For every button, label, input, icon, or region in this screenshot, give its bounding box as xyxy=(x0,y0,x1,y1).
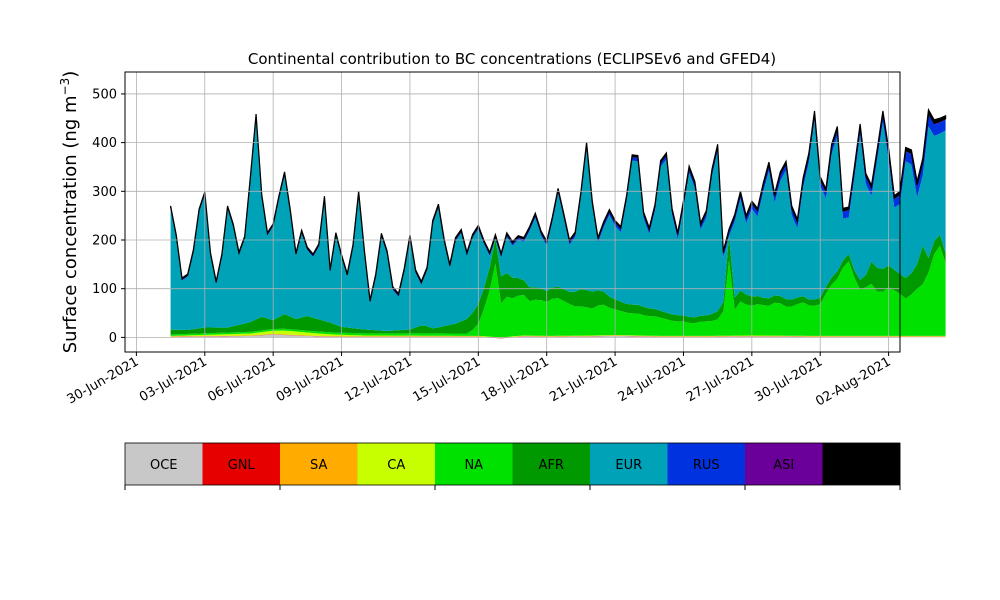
x-tick-label: 06-Jul-2021 xyxy=(205,354,278,405)
legend-swatch-sa xyxy=(280,443,358,485)
legend-label-sa: SA xyxy=(310,458,327,473)
area-series-aus xyxy=(169,107,947,302)
x-tick-label: 02-Aug-2021 xyxy=(813,354,893,409)
grid-lines xyxy=(125,72,900,352)
y-tick-label: 500 xyxy=(92,87,117,102)
legend-label-aus: AUS xyxy=(848,458,875,473)
chart-title: Continental contribution to BC concentra… xyxy=(248,50,776,68)
legend-colorbar: OCE GNL SA CA NA AFR EUR RUS ASI AUS xyxy=(124,442,901,490)
stacked-areas xyxy=(169,107,947,339)
legend-frame xyxy=(124,442,901,486)
area-series-ca xyxy=(170,330,946,338)
legend-swatch-na xyxy=(435,443,513,485)
y-tick-label: 0 xyxy=(109,331,117,346)
x-tick-label: 09-Jul-2021 xyxy=(274,354,347,405)
x-tick-label: 15-Jul-2021 xyxy=(410,354,483,405)
y-axis: 0 100 200 300 400 500 xyxy=(92,87,125,346)
y-tick-label: 300 xyxy=(92,185,117,200)
y-tick-label: 200 xyxy=(92,234,117,249)
legend-swatch-asi xyxy=(745,443,823,485)
legend-label-asi: ASI xyxy=(773,458,794,473)
x-tick-label: 03-Jul-2021 xyxy=(137,354,210,405)
legend-label-rus: RUS xyxy=(693,458,720,473)
x-tick-label: 18-Jul-2021 xyxy=(479,354,552,405)
x-tick-label: 30-Jun-2021 xyxy=(65,354,142,407)
legend-swatch-oce xyxy=(125,443,203,485)
legend-swatch-afr xyxy=(512,443,591,485)
area-series-afr xyxy=(170,234,946,335)
legend-label-gnl: GNL xyxy=(228,458,256,473)
x-tick-label: 27-Jul-2021 xyxy=(684,354,757,405)
x-tick-label: 24-Jul-2021 xyxy=(616,354,689,405)
legend-swatch-aus xyxy=(822,443,901,485)
legend-label-ca: CA xyxy=(387,458,405,473)
y-axis-label: Surface concentration (ng m−3) xyxy=(58,71,81,354)
x-tick-label: 21-Jul-2021 xyxy=(547,354,620,405)
legend-swatch-rus xyxy=(667,443,746,485)
legend-label-afr: AFR xyxy=(539,458,564,473)
legend-label-eur: EUR xyxy=(615,458,642,473)
y-tick-label: 400 xyxy=(92,136,117,151)
legend-label-na: NA xyxy=(464,458,483,473)
x-axis: 30-Jun-202103-Jul-202106-Jul-202109-Jul-… xyxy=(65,352,894,410)
legend-swatch-ca xyxy=(357,443,436,485)
legend-swatch-eur xyxy=(590,443,668,485)
y-tick-label: 100 xyxy=(92,282,117,297)
plot-frame xyxy=(124,71,901,353)
x-tick-label: 12-Jul-2021 xyxy=(342,354,415,405)
legend-label-oce: OCE xyxy=(150,458,178,473)
legend-swatch-gnl xyxy=(202,443,281,485)
